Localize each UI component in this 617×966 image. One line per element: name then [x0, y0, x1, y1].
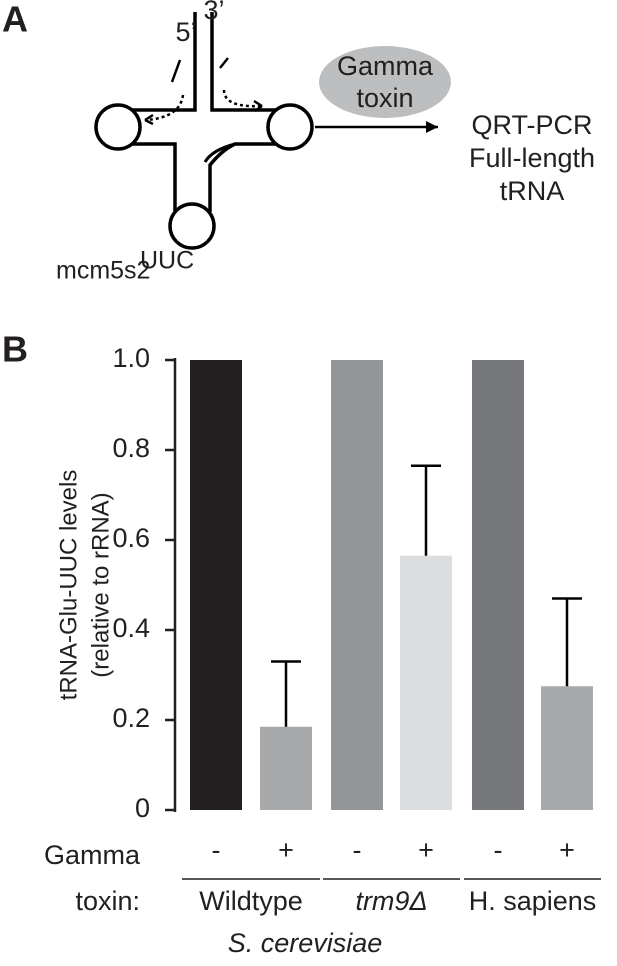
primer-arrow: [144, 94, 185, 122]
y-tick-label: 0.6: [112, 523, 150, 553]
group-label: Wildtype: [199, 886, 303, 916]
bar: [190, 360, 242, 810]
x-tick-label: +: [559, 835, 575, 865]
x-tick-label: +: [418, 835, 434, 865]
x-tick-label: -: [353, 835, 362, 865]
y-tick-label: 1.0: [112, 343, 150, 373]
d-loop-notch: [203, 142, 236, 163]
y-axis-label: (relative to rRNA): [87, 492, 114, 677]
row-label: toxin:: [75, 886, 140, 916]
y-tick-label: 0.4: [112, 613, 150, 643]
group-label: H. sapiens: [469, 886, 597, 916]
panel-label: B: [2, 329, 28, 370]
bar: [472, 360, 524, 810]
arrow-head: [144, 99, 263, 126]
x-tick-label: -: [212, 835, 221, 865]
primer-arrow: [222, 89, 263, 108]
bar: [331, 360, 383, 810]
y-tick-label: 0.2: [112, 703, 150, 733]
y-tick-label: 0.8: [112, 433, 150, 463]
bar: [400, 555, 452, 810]
assay-label: Full-length: [469, 143, 595, 173]
x-tick-label: +: [278, 835, 294, 865]
loop: [168, 202, 216, 250]
loop: [94, 103, 142, 151]
modification: mcm5s2: [56, 257, 150, 285]
assay-label: tRNA: [500, 176, 565, 206]
trna-diagram: 5’ 3’ mcm5s2 UUC Gamma toxin QRT-PCR Ful…: [56, 0, 595, 285]
panel-label: A: [2, 0, 28, 40]
enzyme-label: Gamma: [337, 51, 434, 81]
enzyme-label: toxin: [356, 83, 413, 113]
bar: [260, 726, 312, 810]
bar: [541, 686, 593, 810]
five-prime: 5’: [175, 17, 196, 47]
anticodon: UUC: [140, 247, 194, 275]
arrow-head: [426, 121, 438, 133]
cut-mark: [170, 57, 229, 83]
y-axis-label: tRNA-Glu-UUC levels: [55, 470, 82, 701]
enzyme-ellipse: [319, 46, 451, 118]
group-label: trm9Δ: [355, 886, 427, 916]
loop: [266, 103, 314, 151]
x-tick-label: -: [494, 835, 503, 865]
three-prime: 3’: [203, 0, 224, 25]
y-tick-label: 0: [135, 793, 150, 823]
trna-outline: [132, 12, 276, 212]
row-label: Gamma: [44, 840, 141, 870]
assay-label: QRT-PCR: [471, 110, 592, 140]
supergroup-label: S. cerevisiae: [228, 928, 383, 958]
